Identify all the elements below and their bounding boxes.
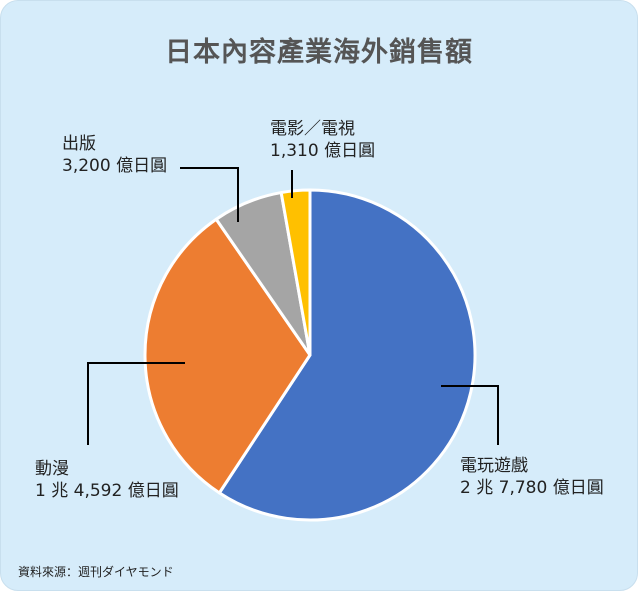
slice-label-game: 電玩遊戲 2 兆 7,780 億日圓 — [460, 455, 604, 499]
slice-label-pub: 出版 3,200 億日圓 — [62, 133, 167, 177]
slice-value-pub: 3,200 億日圓 — [62, 156, 168, 176]
slice-name-game: 電玩遊戲 — [460, 456, 528, 476]
leader-line-anime — [87, 362, 185, 445]
source-note: 資料來源：週刊ダイヤモンド — [18, 565, 174, 579]
leader-line-pub — [180, 167, 239, 222]
slice-value-film: 1,310 億日圓 — [270, 141, 376, 161]
chart-title: 日本內容產業海外銷售額 — [165, 37, 473, 68]
leader-line-game — [441, 385, 499, 445]
pie-slice-film — [279, 188, 312, 357]
slice-label-film: 電影／電視 1,310 億日圓 — [270, 118, 375, 162]
slice-value-anime: 1 兆 4,592 億日圓 — [35, 481, 179, 501]
pie-slice-game — [217, 188, 477, 522]
pie-slices — [143, 188, 477, 522]
slice-name-film: 電影／電視 — [270, 119, 355, 139]
pie-slice-anime — [143, 217, 312, 495]
leader-lines — [87, 167, 499, 445]
slice-value-game: 2 兆 7,780 億日圓 — [460, 478, 604, 498]
slice-name-anime: 動漫 — [35, 459, 69, 479]
slice-label-anime: 動漫 1 兆 4,592 億日圓 — [35, 458, 179, 502]
slice-name-pub: 出版 — [62, 134, 96, 154]
